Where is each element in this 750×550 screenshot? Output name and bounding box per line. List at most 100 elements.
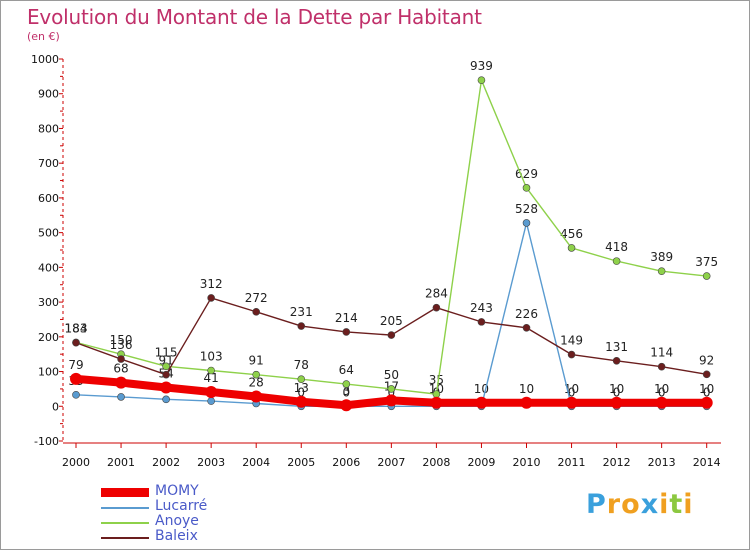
data-point bbox=[432, 390, 441, 398]
data-point bbox=[207, 397, 215, 405]
brand-logo-letter: x bbox=[640, 489, 660, 520]
data-point bbox=[207, 366, 215, 375]
brand-logo-letter: P bbox=[586, 489, 607, 520]
axes: -100010020030040050060070080090010002000… bbox=[31, 53, 721, 469]
data-point bbox=[207, 294, 215, 302]
data-label: 184 bbox=[65, 321, 88, 335]
legend-label: MOMY bbox=[155, 483, 199, 499]
data-point bbox=[522, 323, 531, 332]
data-point bbox=[340, 399, 353, 412]
legend-item: Anoye bbox=[101, 513, 321, 530]
x-tick-label: 2008 bbox=[422, 456, 450, 469]
data-label: 389 bbox=[650, 250, 673, 264]
brand-logo-letter: t bbox=[669, 489, 684, 520]
data-label: 0 bbox=[342, 385, 350, 399]
chart-subtitle: (en €) bbox=[27, 30, 60, 43]
data-label: 103 bbox=[200, 350, 223, 364]
data-label: 136 bbox=[110, 338, 133, 352]
data-point bbox=[610, 396, 623, 409]
data-point bbox=[612, 257, 621, 265]
data-point bbox=[252, 308, 260, 316]
data-label: 68 bbox=[113, 362, 128, 376]
x-tick-label: 2010 bbox=[513, 456, 541, 469]
data-label: 150 bbox=[110, 333, 133, 347]
data-point bbox=[477, 76, 486, 84]
y-tick-label: 800 bbox=[38, 122, 59, 135]
data-point bbox=[657, 362, 666, 371]
legend-label: Anoye bbox=[155, 513, 199, 529]
y-tick-label: 600 bbox=[38, 192, 59, 205]
y-tick-label: 300 bbox=[38, 296, 59, 309]
y-tick-label: 0 bbox=[52, 400, 59, 413]
data-point bbox=[430, 396, 443, 409]
data-label: 91 bbox=[158, 354, 173, 368]
legend-item: Lucarré bbox=[101, 498, 321, 515]
x-tick-label: 2006 bbox=[332, 456, 360, 469]
brand-logo-letter: r bbox=[606, 489, 622, 520]
y-tick-label: 700 bbox=[38, 157, 59, 170]
data-label: 456 bbox=[560, 227, 583, 241]
data-point bbox=[655, 396, 668, 409]
y-tick-label: 1000 bbox=[31, 53, 59, 66]
data-point bbox=[72, 338, 80, 347]
data-label: 0 bbox=[568, 385, 576, 399]
data-label: 41 bbox=[204, 371, 219, 385]
data-label: 114 bbox=[650, 346, 673, 360]
x-tick-label: 2014 bbox=[693, 456, 721, 469]
data-point bbox=[162, 370, 170, 379]
chart-title: Evolution du Montant de la Dette par Hab… bbox=[27, 5, 482, 29]
data-label: 231 bbox=[290, 305, 313, 319]
data-point bbox=[567, 350, 576, 359]
x-tick-label: 2000 bbox=[62, 456, 90, 469]
data-point bbox=[520, 396, 533, 409]
data-point bbox=[297, 375, 306, 383]
data-point bbox=[612, 356, 621, 365]
data-label: 79 bbox=[68, 358, 83, 372]
data-label: 243 bbox=[470, 301, 493, 315]
data-label: 50 bbox=[384, 368, 399, 382]
y-tick-label: -100 bbox=[34, 435, 59, 448]
data-point bbox=[522, 219, 531, 227]
data-labels: 7968544128133171010101010101033000052800… bbox=[65, 59, 719, 399]
legend-swatch bbox=[101, 507, 149, 509]
legend-label: Baleix bbox=[155, 528, 198, 544]
data-point bbox=[115, 376, 128, 389]
data-point bbox=[387, 331, 396, 339]
data-point bbox=[522, 184, 531, 192]
data-label: 528 bbox=[515, 202, 538, 216]
data-point bbox=[295, 395, 308, 408]
data-point bbox=[117, 355, 125, 363]
data-point bbox=[297, 322, 306, 330]
data-point bbox=[117, 393, 125, 401]
x-tick-label: 2007 bbox=[377, 456, 405, 469]
data-label: 629 bbox=[515, 167, 538, 181]
data-label: 91 bbox=[249, 354, 264, 368]
data-label: 0 bbox=[297, 385, 305, 399]
data-label: 92 bbox=[699, 353, 714, 367]
data-label: 13 bbox=[294, 381, 309, 395]
data-point bbox=[432, 303, 441, 312]
data-label: 226 bbox=[515, 307, 538, 321]
data-point bbox=[657, 267, 666, 275]
y-tick-label: 200 bbox=[38, 331, 59, 344]
legend-swatch bbox=[101, 537, 149, 539]
data-point bbox=[385, 394, 398, 407]
data-label: 115 bbox=[155, 345, 178, 359]
data-label: 78 bbox=[294, 358, 309, 372]
data-label: 183 bbox=[65, 322, 88, 336]
data-label: 28 bbox=[249, 376, 264, 390]
x-tick-label: 2002 bbox=[152, 456, 180, 469]
data-label: 131 bbox=[605, 340, 628, 354]
brand-logo-letter: i bbox=[659, 489, 670, 520]
data-point bbox=[252, 370, 260, 379]
data-point bbox=[342, 380, 351, 388]
legend-swatch bbox=[101, 488, 149, 497]
data-point bbox=[702, 370, 711, 379]
data-point bbox=[567, 244, 576, 252]
data-label: 10 bbox=[609, 382, 624, 396]
x-tick-label: 2013 bbox=[648, 456, 676, 469]
data-label: 375 bbox=[695, 255, 718, 269]
data-point bbox=[250, 390, 263, 403]
